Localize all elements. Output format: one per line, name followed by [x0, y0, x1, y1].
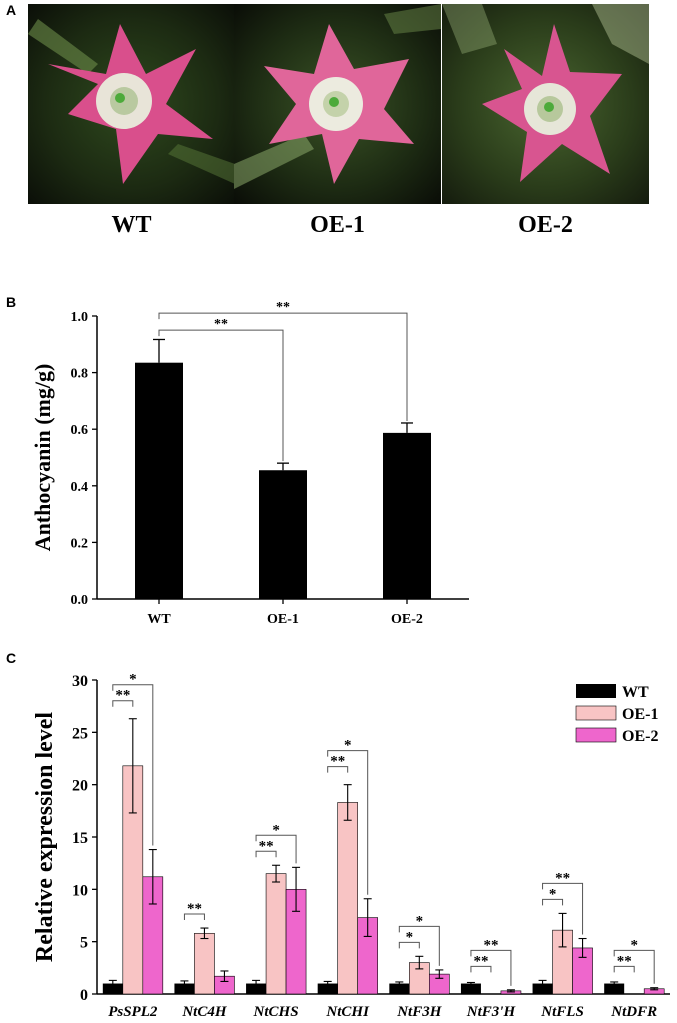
flower-image: [442, 4, 649, 204]
significance-label: *: [416, 913, 424, 929]
y-tick-label: 0.8: [71, 367, 89, 382]
bar-oe-2: [383, 432, 431, 599]
significance-label: *: [630, 937, 638, 953]
bar-wt: [532, 983, 553, 994]
flower-image: [28, 4, 235, 204]
x-tick-label: WT: [147, 612, 171, 627]
significance-bracket: [112, 700, 134, 707]
legend-label-wt: WT: [622, 684, 649, 701]
significance-bracket: [470, 949, 512, 986]
significance-label: **: [259, 838, 274, 854]
y-tick-label: 0.4: [71, 480, 89, 495]
x-tick-label: NtC4H: [181, 1004, 228, 1020]
y-tick-label: 30: [72, 673, 88, 690]
y-tick-label: 0: [80, 987, 88, 1004]
significance-bracket: [542, 882, 584, 935]
panel-c-letter: C: [6, 650, 17, 666]
bar-wt: [389, 983, 410, 994]
bar-oe-1: [265, 873, 287, 995]
y-tick-label: 0.6: [71, 423, 89, 438]
photo-label-oe2: OE-2: [518, 212, 573, 238]
bar-wt: [174, 983, 195, 994]
panel-b-letter: B: [6, 294, 17, 310]
significance-bracket: [398, 925, 440, 966]
bar-oe-1: [337, 802, 358, 995]
y-tick-label: 0.2: [71, 536, 89, 551]
legend-label-oe-2: OE-2: [622, 728, 658, 745]
bar-wt: [460, 983, 481, 994]
significance-label: **: [276, 300, 290, 315]
x-tick-label: NtDFR: [610, 1004, 657, 1020]
y-tick-label: 1.0: [71, 310, 89, 325]
significance-bracket: [398, 941, 420, 949]
significance-bracket: [255, 850, 277, 858]
significance-bracket: [613, 965, 635, 973]
significance-label: **: [330, 754, 345, 770]
significance-bracket: [327, 766, 349, 773]
x-tick-label: NtCHS: [253, 1004, 299, 1020]
x-tick-label: NtF3H: [396, 1004, 443, 1020]
panel-a-letter: A: [6, 2, 17, 18]
expression-chart: 0 5 10 15 20 25 30 Relative expression level PsS…: [32, 672, 670, 1020]
significance-label: **: [187, 901, 202, 917]
flower-photo-oe2: [442, 4, 649, 204]
y-tick-label: 10: [72, 882, 88, 899]
significance-bracket: [542, 898, 564, 906]
significance-bracket: [255, 834, 297, 864]
significance-bracket: [470, 965, 492, 973]
significance-bracket: [158, 312, 408, 421]
x-tick-label: OE-2: [391, 612, 423, 627]
bar-oe-1: [259, 470, 307, 599]
significance-label: *: [549, 886, 557, 902]
significance-label: *: [129, 672, 137, 688]
significance-label: **: [115, 688, 130, 704]
significance-label: **: [617, 953, 632, 969]
y-tick-label: 25: [72, 725, 88, 742]
legend-label-oe-1: OE-1: [622, 706, 658, 723]
x-tick-label: NtCHI: [325, 1004, 370, 1020]
bar-wt: [135, 362, 183, 599]
legend-swatch-wt: [576, 684, 616, 698]
photo-label-wt: WT: [111, 212, 152, 238]
significance-bracket: [327, 750, 369, 895]
significance-label: **: [214, 317, 228, 332]
anthocyanin-chart: 0.0 0.2 0.4 0.6 0.8 1.0 Anthocyanin (mg/g) WT OE…: [30, 300, 469, 627]
x-tick-label: OE-1: [267, 612, 299, 627]
flower-image: [234, 4, 441, 204]
x-tick-label: NtF3'H: [466, 1004, 517, 1020]
flower-photo-wt: [28, 4, 235, 204]
bar-wt: [317, 983, 338, 994]
flower-photo-oe1: [234, 4, 441, 204]
y-tick-label: 15: [72, 830, 88, 847]
significance-label: *: [406, 929, 414, 945]
significance-label: *: [344, 738, 352, 754]
significance-bracket: [613, 949, 655, 984]
significance-bracket: [158, 329, 284, 462]
significance-label: **: [483, 937, 498, 953]
x-tick-label: NtFLS: [540, 1004, 584, 1020]
y-tick-label: 20: [72, 778, 88, 795]
significance-bracket: [112, 684, 154, 846]
significance-label: **: [555, 870, 570, 886]
bar-oe-1: [194, 932, 215, 995]
photo-label-oe1: OE-1: [310, 212, 365, 238]
significance-label: **: [473, 953, 488, 969]
y-axis-label: Anthocyanin (mg/g): [30, 364, 55, 552]
significance-bracket: [183, 913, 205, 921]
y-tick-label: 0.0: [71, 593, 89, 608]
y-axis-label: Relative expression level: [32, 712, 58, 963]
legend-swatch-oe-1: [575, 705, 617, 721]
y-tick-label: 5: [80, 935, 88, 952]
bar-wt: [604, 983, 625, 994]
significance-label: *: [272, 822, 280, 838]
legend-swatch-oe-2: [575, 727, 617, 743]
bar-wt: [102, 983, 123, 994]
x-tick-label: PsSPL2: [108, 1004, 158, 1020]
bar-wt: [246, 983, 267, 994]
